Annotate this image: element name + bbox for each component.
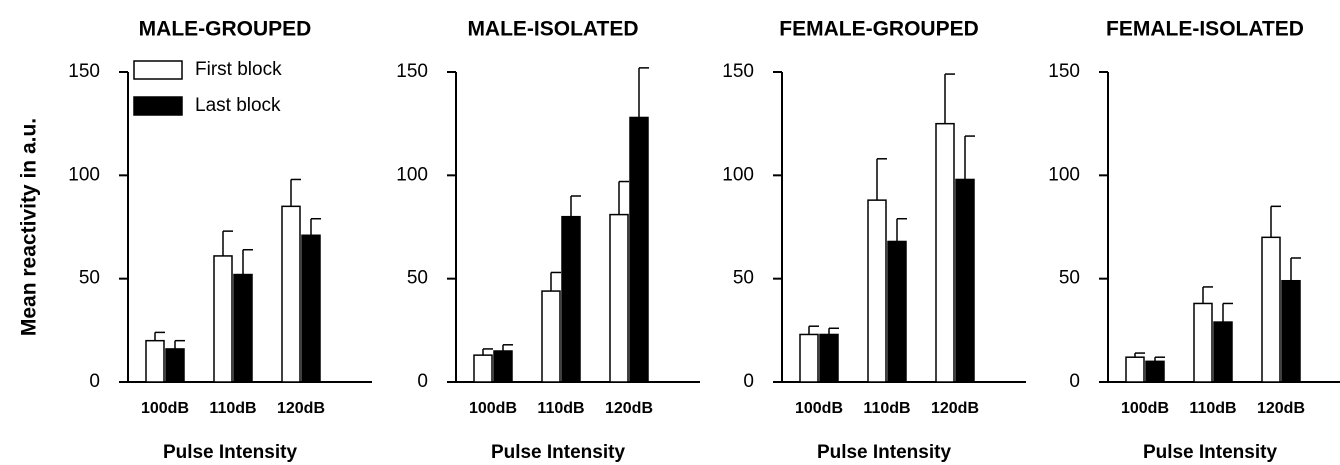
bar (819, 333, 839, 383)
y-tick-label: 150 (1048, 61, 1080, 82)
bar (1261, 236, 1281, 383)
y-tick-label: 50 (407, 268, 428, 289)
bar (301, 234, 321, 383)
x-tick-label: 100dB (1121, 400, 1169, 417)
y-tick-label: 150 (68, 61, 100, 82)
y-tick-label: 100 (1048, 164, 1080, 185)
y-tick-label: 0 (743, 371, 754, 392)
chart-title: MALE-GROUPED (139, 18, 312, 41)
x-tick-label: 110dB (537, 400, 584, 417)
bar (541, 290, 561, 383)
bar (867, 199, 887, 383)
y-tick-label: 0 (89, 371, 100, 392)
bar (213, 255, 233, 383)
x-tick-label: 100dB (795, 400, 843, 417)
x-tick-label: 110dB (863, 400, 910, 417)
x-tick-label: 120dB (605, 400, 653, 417)
bar (561, 215, 581, 383)
x-tick-label: 120dB (1257, 400, 1305, 417)
y-tick-label: 150 (722, 61, 754, 82)
bar (1145, 360, 1165, 383)
bar (799, 333, 819, 383)
legend-swatch (133, 60, 183, 80)
x-tick-label: 110dB (209, 400, 256, 417)
bar (935, 122, 955, 383)
bar (233, 273, 253, 383)
bar (1213, 321, 1233, 383)
x-tick-label: 120dB (931, 400, 979, 417)
x-axis-label: Pulse Intensity (163, 442, 298, 463)
bar (145, 339, 165, 383)
y-tick-label: 50 (733, 268, 754, 289)
x-axis-label: Pulse Intensity (1143, 442, 1278, 463)
y-tick-label: 0 (1069, 371, 1080, 392)
chart-title: FEMALE-GROUPED (779, 18, 979, 41)
y-tick-label: 50 (79, 268, 100, 289)
bar (165, 348, 185, 383)
legend-label: First block (195, 59, 282, 80)
y-tick-label: 150 (396, 61, 428, 82)
bar (955, 178, 975, 383)
bar (887, 240, 907, 383)
y-axis-label: Mean reactivity in a.u. (18, 118, 41, 336)
bar (493, 350, 513, 383)
y-tick-label: 100 (722, 164, 754, 185)
bar (281, 205, 301, 383)
x-axis-label: Pulse Intensity (817, 442, 952, 463)
chart-title: FEMALE-ISOLATED (1106, 18, 1304, 41)
x-tick-label: 120dB (277, 400, 325, 417)
y-tick-label: 100 (396, 164, 428, 185)
y-tick-label: 0 (417, 371, 428, 392)
bar (1125, 356, 1145, 383)
x-tick-label: 100dB (141, 400, 189, 417)
chart-title: MALE-ISOLATED (467, 18, 638, 41)
x-tick-label: 100dB (469, 400, 517, 417)
bar (629, 116, 649, 383)
bar (609, 213, 629, 383)
legend-swatch (133, 96, 183, 116)
bar (473, 354, 493, 383)
bar (1281, 279, 1301, 383)
y-tick-label: 100 (68, 164, 100, 185)
x-tick-label: 110dB (1189, 400, 1236, 417)
bar (1193, 302, 1213, 383)
legend-label: Last block (195, 95, 281, 116)
y-tick-label: 50 (1059, 268, 1080, 289)
x-axis-label: Pulse Intensity (491, 442, 626, 463)
